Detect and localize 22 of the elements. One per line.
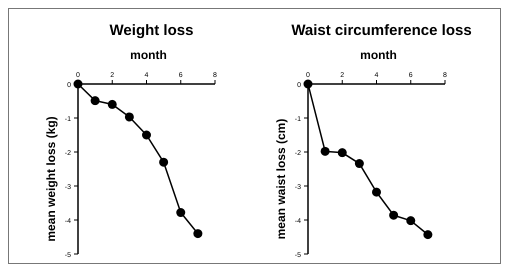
point: [372, 188, 381, 197]
point: [193, 229, 202, 238]
y-axis-title: mean waist loss (cm): [274, 118, 288, 240]
chart-title: Weight loss: [110, 22, 194, 39]
point: [304, 80, 312, 88]
point: [90, 96, 100, 106]
point: [389, 210, 398, 220]
point: [320, 146, 330, 156]
x-axis-title: month: [130, 48, 167, 62]
point: [406, 216, 416, 226]
point: [124, 112, 134, 122]
point: [338, 148, 347, 158]
point: [142, 130, 151, 140]
point: [354, 159, 364, 168]
chart-title: Waist circumference loss: [291, 22, 472, 39]
point: [74, 80, 82, 88]
point: [108, 100, 117, 109]
x-axis-title: month: [360, 48, 397, 62]
y-axis-title: mean weight loss (kg): [44, 116, 58, 242]
point: [423, 230, 432, 240]
point: [159, 158, 168, 167]
point: [176, 208, 186, 218]
